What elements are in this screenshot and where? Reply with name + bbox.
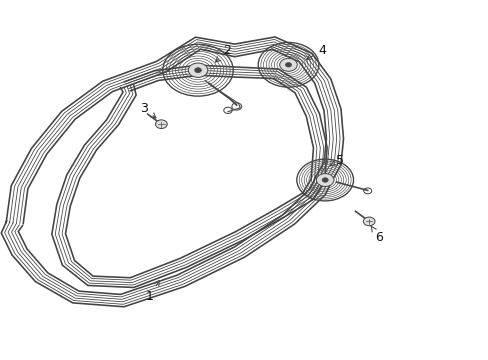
- Circle shape: [155, 120, 167, 129]
- Text: 6: 6: [370, 226, 382, 244]
- Circle shape: [322, 178, 327, 182]
- Text: 1: 1: [145, 280, 159, 303]
- Circle shape: [194, 68, 201, 73]
- Circle shape: [363, 217, 374, 226]
- Text: 5: 5: [330, 154, 343, 167]
- Circle shape: [285, 63, 291, 67]
- Text: 2: 2: [215, 44, 231, 62]
- Text: 4: 4: [306, 44, 326, 59]
- Text: 3: 3: [140, 102, 156, 118]
- Circle shape: [279, 58, 297, 71]
- Circle shape: [188, 63, 207, 77]
- Circle shape: [316, 174, 333, 186]
